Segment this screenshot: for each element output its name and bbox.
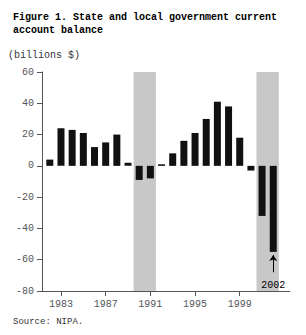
svg-text:1983: 1983 xyxy=(49,299,73,310)
svg-text:-80: -80 xyxy=(16,286,34,297)
svg-text:1987: 1987 xyxy=(94,299,118,310)
svg-text:(billions $): (billions $) xyxy=(8,50,80,61)
svg-text:0: 0 xyxy=(28,160,34,171)
svg-text:-60: -60 xyxy=(16,254,34,265)
svg-text:-40: -40 xyxy=(16,223,34,234)
svg-text:2002: 2002 xyxy=(261,280,285,291)
svg-text:-20: -20 xyxy=(16,192,34,203)
svg-text:1991: 1991 xyxy=(138,299,162,310)
svg-text:1995: 1995 xyxy=(183,299,207,310)
svg-text:60: 60 xyxy=(22,67,34,78)
svg-text:Figure 1. State and local gove: Figure 1. State and local government cur… xyxy=(13,12,277,23)
svg-text:Source: NIPA.: Source: NIPA. xyxy=(13,317,83,327)
svg-text:1999: 1999 xyxy=(228,299,252,310)
svg-text:40: 40 xyxy=(22,98,34,109)
svg-text:20: 20 xyxy=(22,129,34,140)
svg-text:account balance: account balance xyxy=(13,25,103,36)
